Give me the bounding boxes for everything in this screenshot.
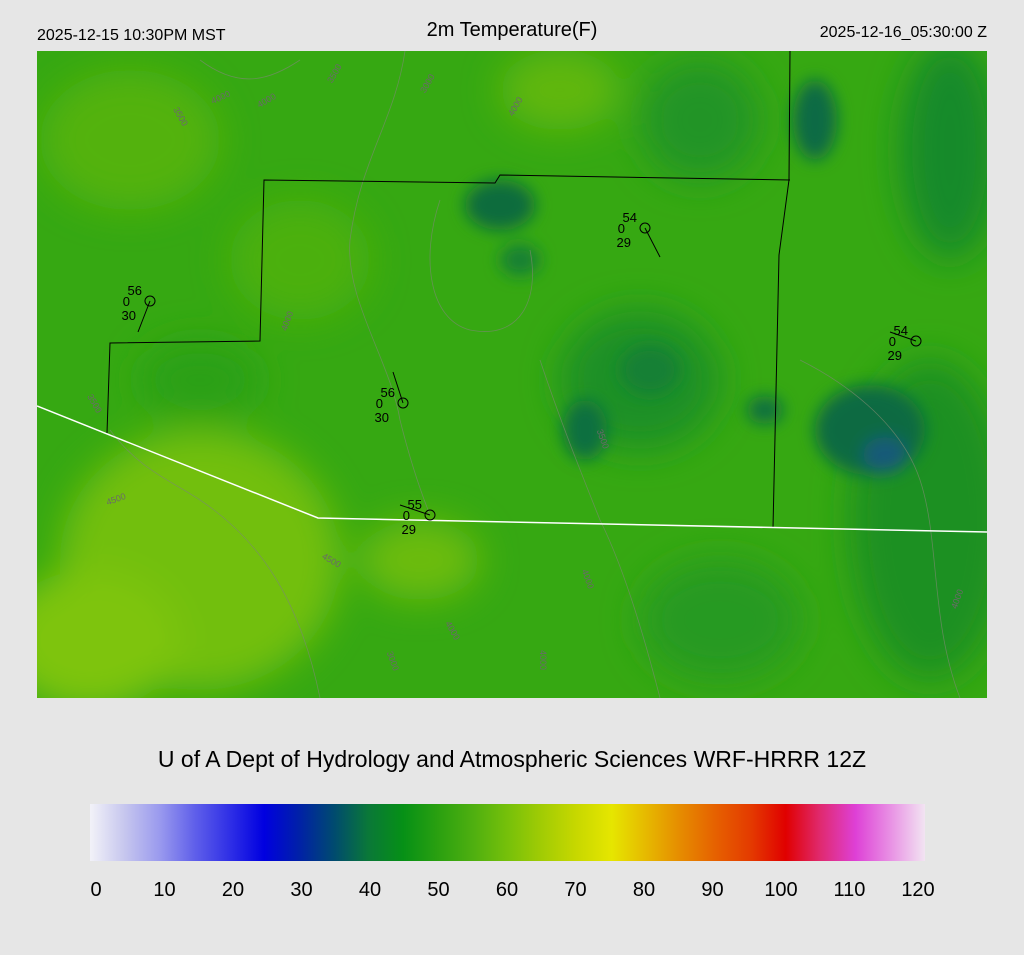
wind-speed: 0 — [618, 221, 625, 236]
colorbar — [90, 804, 925, 861]
colorbar-tick-label: 120 — [901, 879, 934, 901]
colorbar-tick-label: 80 — [633, 879, 655, 901]
footer-credit: U of A Dept of Hydrology and Atmospheric… — [158, 746, 866, 772]
colorbar-tick-label: 60 — [496, 879, 518, 901]
county-boundary — [106, 174, 791, 434]
colorbar-tick-label: 10 — [153, 879, 175, 901]
temperature: 54 — [894, 323, 908, 338]
colorbar-tick-label: 30 — [290, 879, 312, 901]
colorbar-tick-label: 40 — [359, 879, 381, 901]
temperature: 55 — [408, 497, 422, 512]
dewpoint: 29 — [402, 522, 416, 537]
station-circle — [424, 509, 436, 521]
wind-speed: 0 — [123, 294, 130, 309]
valid-time-utc: 2025-12-16_05:30:00 Z — [820, 24, 987, 41]
station-circle — [639, 222, 651, 234]
dewpoint: 29 — [888, 348, 902, 363]
wind-speed: 0 — [403, 508, 410, 523]
dewpoint: 30 — [122, 308, 136, 323]
title: 2m Temperature(F) — [427, 19, 598, 41]
county-boundary — [772, 51, 791, 529]
wind-speed: 0 — [376, 396, 383, 411]
colorbar-tick-label: 50 — [427, 879, 449, 901]
station-circle — [144, 295, 156, 307]
colorbar-tick-label: 70 — [564, 879, 586, 901]
colorbar-tick-label: 110 — [834, 879, 866, 901]
valid-time-local: 2025-12-15 10:30PM MST — [37, 27, 226, 44]
colorbar-tick-label: 90 — [701, 879, 723, 901]
dewpoint: 29 — [617, 235, 631, 250]
station-circle — [910, 335, 922, 347]
station-circle — [397, 397, 409, 409]
temperature: 54 — [623, 210, 637, 225]
dewpoint: 30 — [375, 410, 389, 425]
colorbar-tick-label: 20 — [222, 879, 244, 901]
wind-barb — [137, 300, 151, 333]
colorbar-tick-label: 100 — [764, 879, 797, 901]
state-boundary — [37, 405, 987, 533]
temperature: 56 — [128, 283, 142, 298]
wind-speed: 0 — [889, 334, 896, 349]
colorbar-tick-label: 0 — [90, 879, 101, 901]
temperature: 56 — [381, 385, 395, 400]
contour-label: 4000 — [538, 650, 548, 670]
